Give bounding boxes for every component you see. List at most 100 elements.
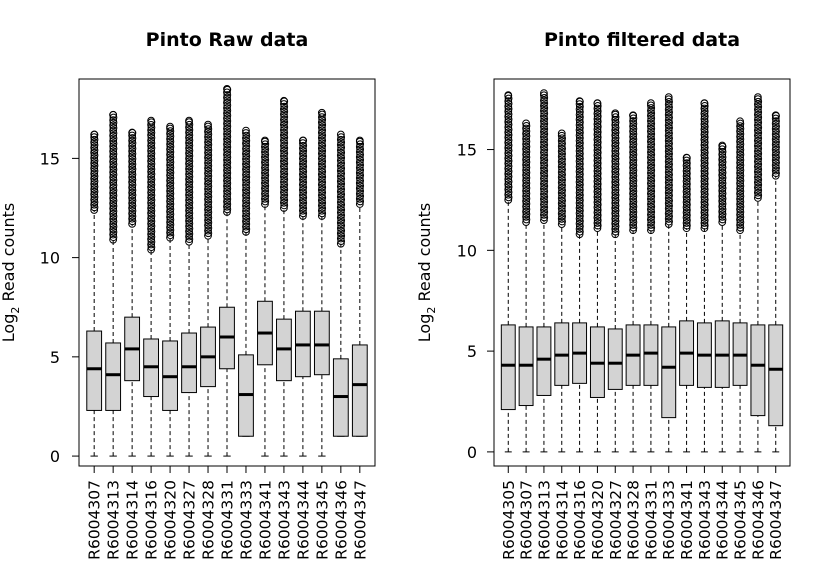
outlier-point bbox=[261, 168, 269, 177]
outlier-point bbox=[647, 202, 656, 211]
outlier-point bbox=[204, 120, 212, 129]
outlier-point bbox=[611, 204, 620, 213]
outlier-point bbox=[647, 174, 655, 183]
outlier-point bbox=[204, 229, 213, 238]
outlier-point bbox=[700, 161, 709, 170]
outlier-point bbox=[754, 93, 762, 102]
outlier-point bbox=[647, 221, 655, 229]
outlier-point bbox=[575, 141, 584, 150]
outlier-point bbox=[736, 215, 744, 224]
outlier-point bbox=[128, 214, 137, 223]
outlier-point bbox=[629, 179, 637, 188]
outlier-point bbox=[204, 130, 213, 139]
outlier-point bbox=[337, 169, 346, 178]
outlier-point bbox=[280, 172, 288, 181]
outlier-point bbox=[504, 172, 513, 181]
outlier-point bbox=[166, 171, 174, 180]
outlier-point bbox=[109, 142, 118, 151]
outlier-point bbox=[242, 209, 251, 218]
outlier-point bbox=[557, 173, 566, 182]
outlier-point bbox=[166, 228, 174, 237]
outlier-point bbox=[593, 122, 602, 131]
outlier-point bbox=[109, 147, 118, 156]
outlier-point bbox=[647, 111, 655, 120]
outlier-point bbox=[575, 193, 584, 202]
outlier-point bbox=[736, 195, 744, 203]
outlier-point bbox=[540, 166, 549, 175]
outlier-point bbox=[647, 150, 656, 159]
outlier-point bbox=[522, 207, 530, 216]
outlier-point bbox=[90, 146, 99, 155]
outlier-point bbox=[166, 200, 175, 208]
outlier-point bbox=[223, 111, 232, 120]
outlier-point bbox=[754, 160, 763, 169]
outlier-point bbox=[754, 110, 762, 119]
outlier-point bbox=[558, 191, 566, 200]
outlier-point bbox=[166, 153, 175, 162]
outlier-point bbox=[166, 202, 174, 211]
outlier-point bbox=[204, 140, 213, 149]
outlier-point bbox=[166, 166, 174, 175]
outlier-point bbox=[280, 133, 289, 142]
outlier-point bbox=[355, 168, 364, 177]
outlier-point bbox=[109, 155, 118, 164]
outlier-point bbox=[700, 99, 709, 108]
outlier-point bbox=[223, 182, 231, 190]
outlier-point bbox=[611, 191, 620, 200]
outlier-point bbox=[504, 175, 513, 184]
outlier-point bbox=[718, 150, 727, 159]
outlier-point bbox=[147, 185, 156, 194]
outlier-point bbox=[575, 152, 584, 161]
outlier-point bbox=[700, 164, 709, 173]
outlier-point bbox=[128, 152, 137, 161]
outlier-point bbox=[109, 121, 118, 130]
outlier-point bbox=[355, 194, 364, 203]
x-tick-label: R6004345 bbox=[732, 480, 750, 560]
x-tick-label: R6004316 bbox=[143, 480, 161, 560]
outlier-point bbox=[128, 180, 137, 189]
outlier-point bbox=[299, 188, 308, 197]
outlier-point bbox=[223, 127, 232, 136]
outlier-point bbox=[522, 166, 530, 175]
outlier-point bbox=[337, 174, 346, 183]
outlier-point bbox=[647, 130, 656, 138]
outlier-point bbox=[109, 129, 118, 138]
outlier-point bbox=[593, 128, 602, 136]
outlier-point bbox=[682, 213, 691, 222]
outlier-point bbox=[337, 164, 346, 173]
outlier-point bbox=[280, 193, 288, 202]
outlier-point bbox=[166, 132, 175, 141]
outlier-point bbox=[593, 208, 602, 217]
outlier-point bbox=[700, 156, 709, 165]
outlier-point bbox=[147, 146, 156, 155]
outlier-point bbox=[185, 206, 193, 215]
outlier-point bbox=[682, 216, 691, 225]
outlier-point bbox=[204, 185, 212, 193]
outlier-point bbox=[504, 102, 513, 111]
outlier-point bbox=[593, 146, 602, 155]
boxplot-panel-1: Pinto Raw data Log2 Read counts 0 5 10 15 R600… bbox=[0, 29, 376, 560]
outlier-point bbox=[575, 149, 584, 158]
outlier-point bbox=[682, 195, 691, 204]
y-tick-label: 5 bbox=[467, 342, 477, 361]
outlier-point bbox=[736, 208, 745, 216]
outlier-point bbox=[337, 206, 346, 214]
box-R6004331 bbox=[219, 85, 235, 457]
outlier-point bbox=[204, 138, 212, 147]
outlier-point bbox=[682, 182, 691, 191]
outlier-point bbox=[223, 104, 231, 112]
outlier-point bbox=[337, 138, 346, 147]
outlier-point bbox=[261, 189, 269, 198]
outlier-point bbox=[280, 144, 289, 153]
outlier-point bbox=[223, 117, 232, 125]
outlier-point bbox=[261, 145, 270, 154]
box-R6004344 bbox=[714, 141, 730, 453]
outlier-point bbox=[109, 173, 118, 182]
outlier-point bbox=[718, 158, 727, 167]
outlier-point bbox=[147, 232, 156, 241]
outlier-point bbox=[754, 147, 762, 156]
outlier-point bbox=[336, 234, 345, 243]
outlier-point bbox=[504, 120, 513, 129]
outlier-point bbox=[540, 156, 549, 165]
outlier-point bbox=[682, 177, 691, 186]
